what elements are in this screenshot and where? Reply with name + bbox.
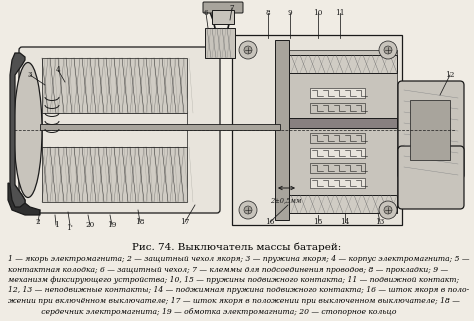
FancyBboxPatch shape bbox=[398, 146, 464, 209]
FancyBboxPatch shape bbox=[289, 118, 397, 128]
Polygon shape bbox=[8, 183, 40, 215]
Text: 2±0,5мм: 2±0,5мм bbox=[270, 196, 301, 204]
Text: жении при включённом выключателе; 17 — шток якоря в положении при выключенном вы: жении при включённом выключателе; 17 — ш… bbox=[8, 297, 460, 305]
Text: 17: 17 bbox=[180, 218, 190, 226]
Text: 10: 10 bbox=[313, 9, 323, 17]
Text: 3: 3 bbox=[28, 71, 32, 79]
Text: 1 — якорь электромагнита; 2 — защитный чехол якоря; 3 — пружина якоря; 4 — корпу: 1 — якорь электромагнита; 2 — защитный ч… bbox=[8, 255, 470, 263]
Text: 13: 13 bbox=[375, 218, 384, 226]
FancyBboxPatch shape bbox=[275, 40, 289, 220]
Text: Рис. 74. Выключатель массы батарей:: Рис. 74. Выключатель массы батарей: bbox=[132, 242, 342, 251]
Text: 9: 9 bbox=[288, 9, 292, 17]
Circle shape bbox=[239, 201, 257, 219]
Text: 1': 1' bbox=[66, 224, 73, 232]
Text: 15: 15 bbox=[313, 218, 323, 226]
FancyBboxPatch shape bbox=[410, 100, 450, 160]
Text: 4: 4 bbox=[55, 66, 60, 74]
FancyBboxPatch shape bbox=[310, 88, 365, 98]
Circle shape bbox=[384, 206, 392, 214]
Polygon shape bbox=[10, 53, 25, 207]
FancyBboxPatch shape bbox=[232, 35, 402, 225]
FancyBboxPatch shape bbox=[42, 58, 187, 113]
FancyBboxPatch shape bbox=[310, 103, 365, 113]
Text: 1: 1 bbox=[54, 221, 58, 229]
FancyBboxPatch shape bbox=[42, 147, 187, 202]
Circle shape bbox=[379, 201, 397, 219]
FancyBboxPatch shape bbox=[203, 2, 243, 13]
FancyBboxPatch shape bbox=[42, 113, 187, 147]
Text: 12: 12 bbox=[445, 71, 455, 79]
FancyBboxPatch shape bbox=[19, 47, 220, 213]
Text: 16: 16 bbox=[265, 218, 275, 226]
FancyBboxPatch shape bbox=[40, 124, 280, 130]
Text: 6: 6 bbox=[204, 9, 208, 17]
FancyBboxPatch shape bbox=[398, 81, 464, 179]
Text: 19: 19 bbox=[107, 221, 117, 229]
Text: 12, 13 — неподвижные контакты; 14 — поджимная пружина подвижного контакта; 16 — : 12, 13 — неподвижные контакты; 14 — подж… bbox=[8, 287, 469, 294]
Text: 18: 18 bbox=[135, 218, 145, 226]
Circle shape bbox=[379, 41, 397, 59]
Text: механизм фиксирующего устройства; 10, 15 — пружины подвижного контакта; 11 — под: механизм фиксирующего устройства; 10, 15… bbox=[8, 276, 459, 284]
Circle shape bbox=[244, 46, 252, 54]
FancyBboxPatch shape bbox=[310, 178, 365, 188]
FancyBboxPatch shape bbox=[212, 10, 234, 24]
Circle shape bbox=[244, 206, 252, 214]
Text: 2: 2 bbox=[36, 218, 40, 226]
Text: 20: 20 bbox=[85, 221, 95, 229]
FancyBboxPatch shape bbox=[310, 118, 365, 128]
Ellipse shape bbox=[14, 63, 42, 197]
Text: сердечник электромагнита; 19 — обмотка электромагнита; 20 — стопорное кольцо: сердечник электромагнита; 19 — обмотка э… bbox=[8, 308, 396, 316]
Circle shape bbox=[239, 41, 257, 59]
FancyBboxPatch shape bbox=[310, 163, 365, 173]
Text: 7: 7 bbox=[230, 4, 234, 12]
Circle shape bbox=[384, 46, 392, 54]
FancyBboxPatch shape bbox=[289, 195, 397, 213]
Text: контактная колодка; 6 — защитный чехол; 7 — клеммы для подсоединения проводов; 8: контактная колодка; 6 — защитный чехол; … bbox=[8, 265, 448, 273]
Text: 11: 11 bbox=[335, 9, 345, 17]
FancyBboxPatch shape bbox=[310, 133, 365, 143]
FancyBboxPatch shape bbox=[3, 3, 471, 223]
Text: 14: 14 bbox=[340, 218, 350, 226]
FancyBboxPatch shape bbox=[310, 148, 365, 158]
Text: 8: 8 bbox=[266, 9, 270, 17]
FancyBboxPatch shape bbox=[289, 55, 397, 73]
FancyBboxPatch shape bbox=[289, 50, 397, 210]
FancyBboxPatch shape bbox=[205, 28, 235, 58]
